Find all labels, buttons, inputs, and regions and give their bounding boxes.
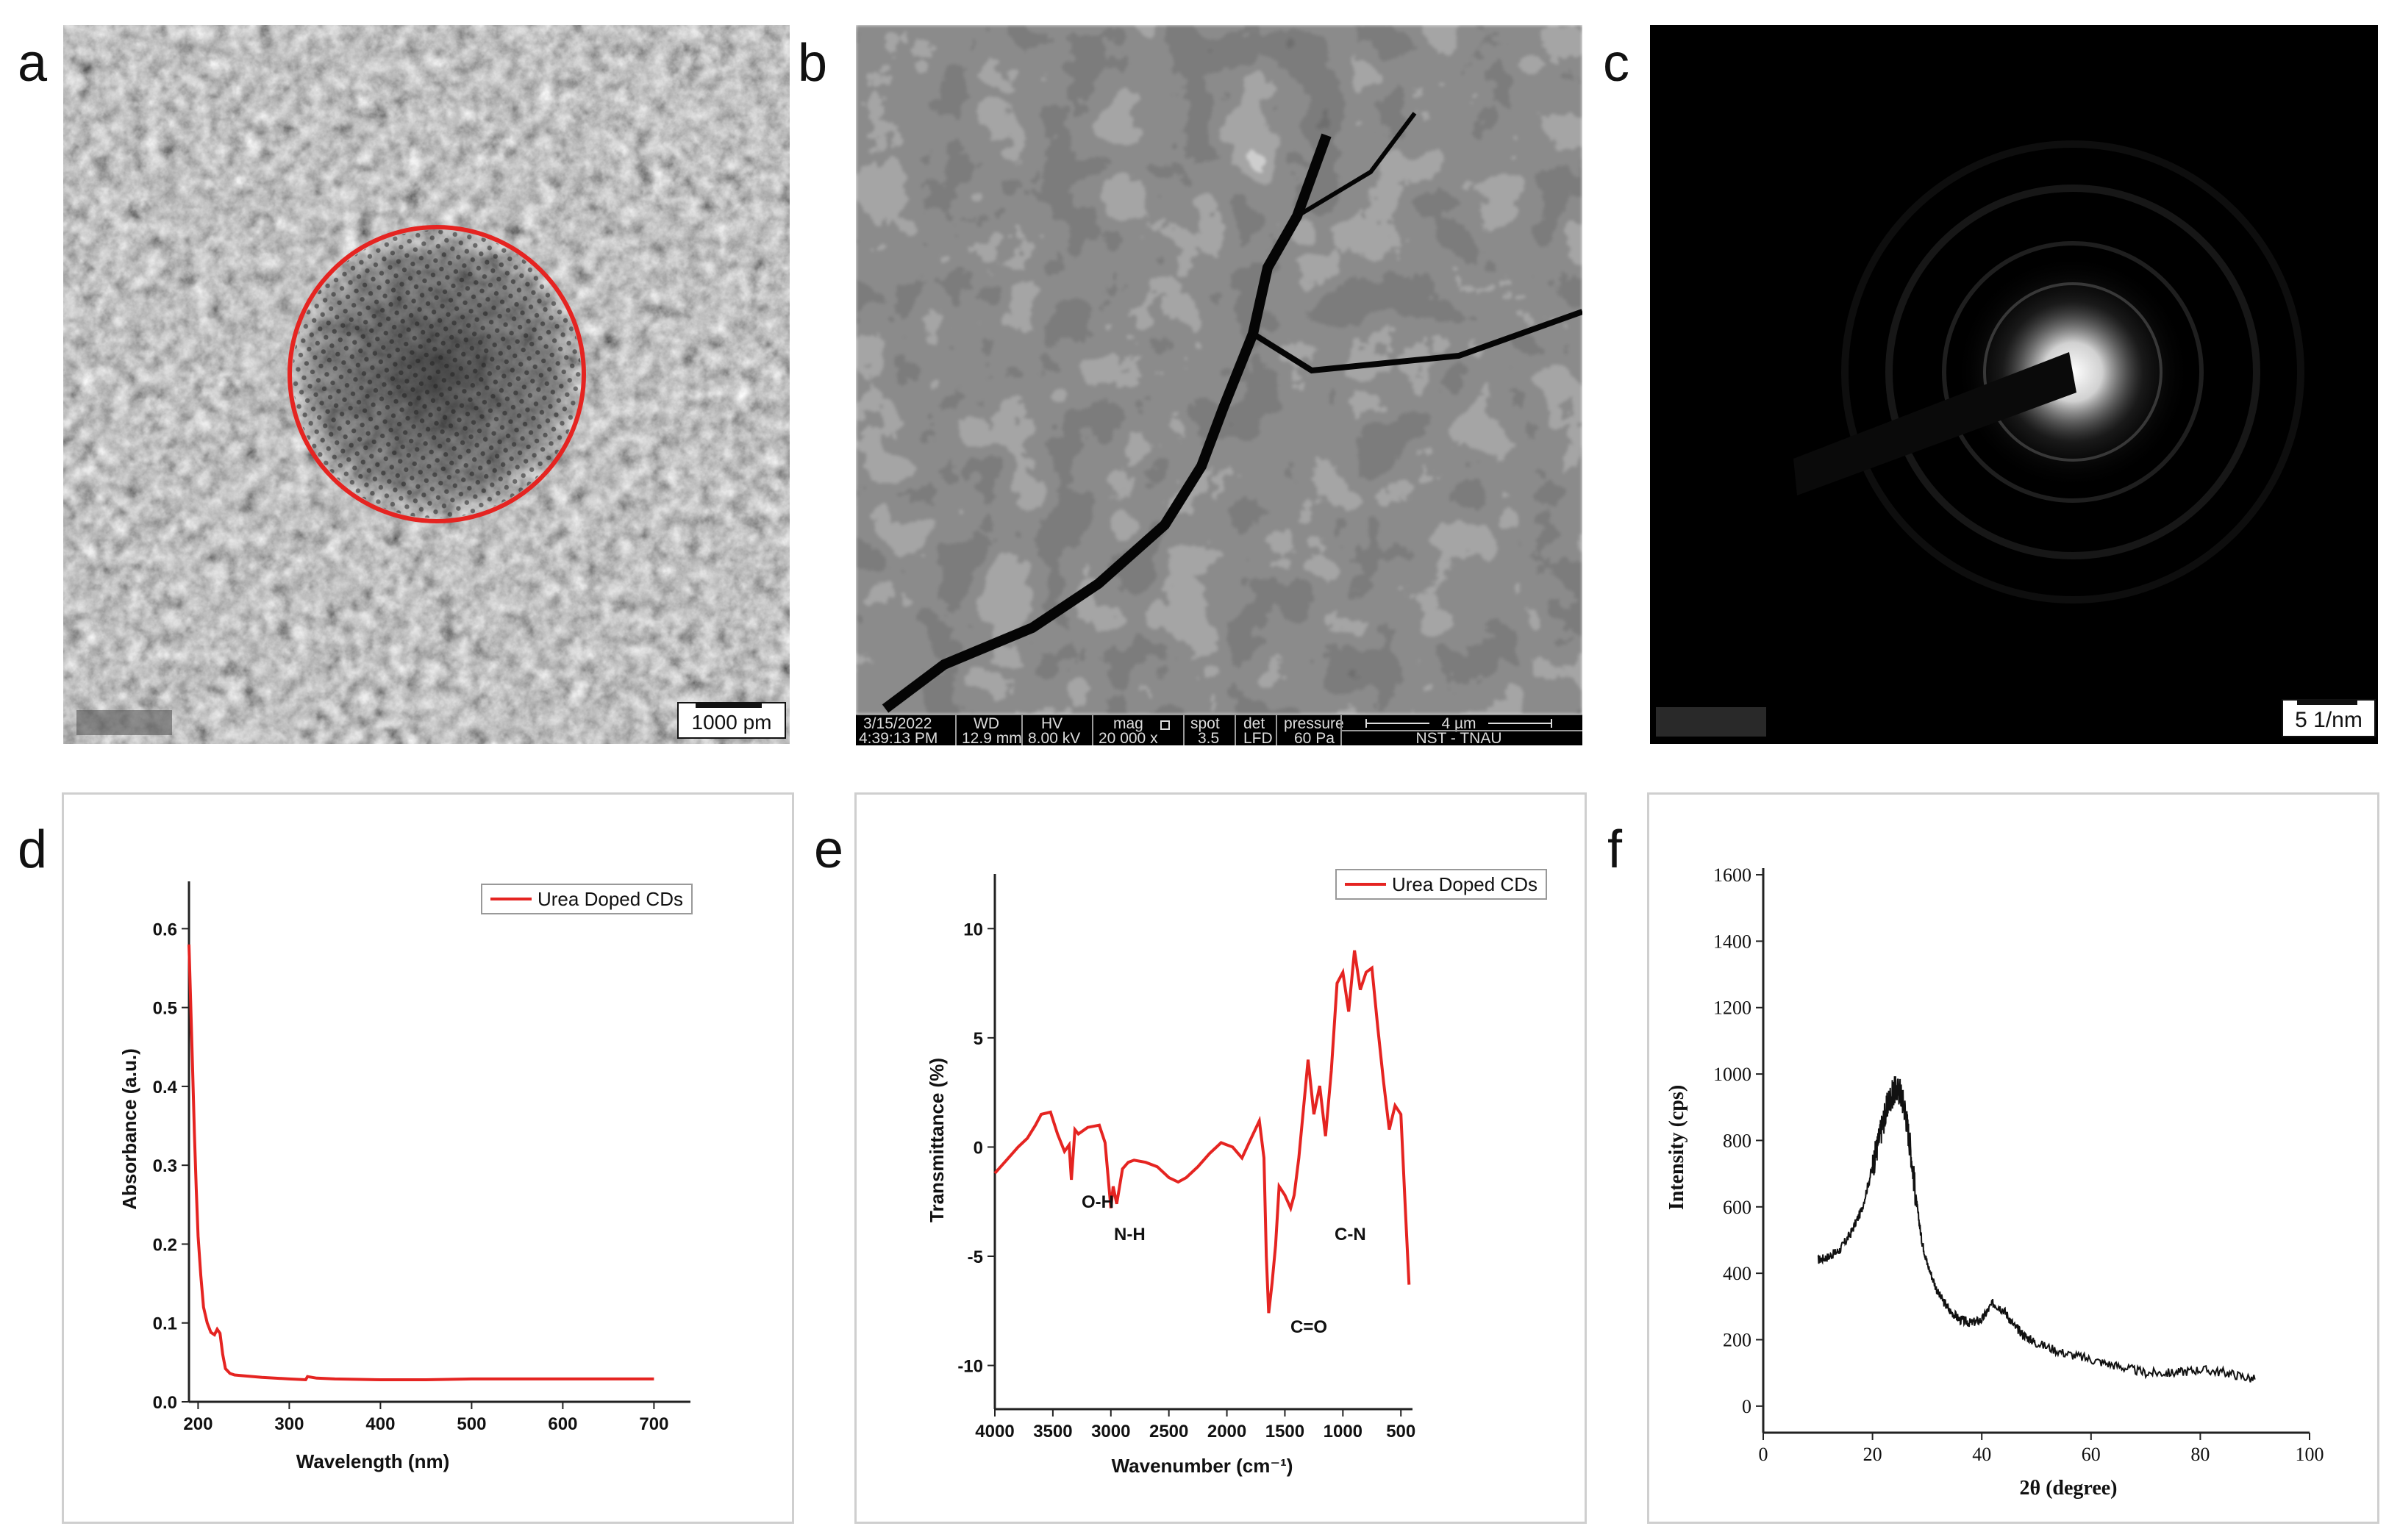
d-x-tick-label: 700: [639, 1414, 668, 1434]
sem-det-value: LFD: [1243, 730, 1273, 745]
xrd-y-axis-label: Intensity (cps): [1665, 1085, 1688, 1210]
d-y-tick-label: 0.3: [153, 1156, 177, 1176]
uv-vis-chart: 200 300 400 500 600 700 0.0 0.1 0.2 0.3 0.4 0.5 0.6 …: [62, 792, 794, 1524]
saed-pattern: 5 1/nm: [1650, 25, 2378, 744]
ftir-annotation-oh: O-H: [1082, 1192, 1114, 1212]
nanoparticle-circle: [288, 225, 586, 523]
e-x-tick-label: 2000: [1207, 1422, 1246, 1441]
panel-label-b: b: [798, 34, 828, 93]
d-x-tick-label: 200: [183, 1414, 213, 1434]
sem-spot-label: spot: [1190, 715, 1220, 732]
sem-time: 4:39:13 PM: [859, 730, 938, 745]
sem-pressure-value: 60 Pa: [1294, 730, 1335, 745]
uv-series-line: [188, 944, 654, 1382]
sem-wd-label: WD: [974, 715, 999, 732]
e-x-tick-label: 500: [1386, 1422, 1415, 1441]
xrd-chart: 0 20 40 60 80 100 0 200 400 600 800 1000 1200 1400 160…: [1647, 792, 2379, 1524]
sem-date: 3/15/2022: [863, 715, 932, 732]
sem-micrograph: 3/15/2022 4:39:13 PM WD 12.9 mm HV 8.00 …: [856, 25, 1582, 745]
sem-mag-value: 20 000 x: [1099, 730, 1158, 745]
panel-label-d: d: [18, 820, 48, 879]
ftir-legend-label: Urea Doped CDs: [1392, 873, 1538, 895]
panel-label-a: a: [18, 34, 48, 93]
ftir-annotation-cn: C-N: [1335, 1225, 1366, 1244]
sem-mag-label: mag: [1113, 715, 1143, 732]
uv-y-axis-label: Absorbance (a.u.): [118, 1048, 140, 1210]
xrd-chart-svg: 0 20 40 60 80 1000200400600800100012001400160…: [1665, 864, 2324, 1500]
d-y-tick-label: 0.4: [153, 1078, 178, 1097]
f-x-tick-label: 80: [2190, 1444, 2210, 1465]
uv-x-axis-label: Wavelength (nm): [296, 1450, 449, 1472]
d-y-tick-label: 0.1: [153, 1314, 177, 1334]
ftir-chart-svg: 4000 3500 3000 2500 2000 1500 1000 500 -10 -5 0 5 10…: [926, 869, 1547, 1477]
f-x-tick-label: 0: [1759, 1444, 1768, 1465]
f-x-tick-label: 20: [1863, 1444, 1882, 1465]
d-y-tick-label: 0.5: [153, 999, 177, 1019]
ftir-annotation-nh: N-H: [1114, 1225, 1146, 1244]
sem-spot-value: 3.5: [1198, 730, 1219, 745]
ftir-annotation-co: C=O: [1290, 1317, 1327, 1337]
sem-lab-name: NST - TNAU: [1415, 730, 1501, 745]
xrd-series-line: [1817, 1076, 2256, 1383]
f-y-tick-label: 800: [1723, 1130, 1751, 1151]
d-x-tick-label: 400: [365, 1414, 395, 1434]
f-y-tick-label: 1000: [1713, 1064, 1751, 1085]
sem-mag-square-icon: [1160, 720, 1170, 730]
tem-scale-bar-label: 1000 pm: [692, 711, 772, 734]
uv-legend-label: Urea Doped CDs: [538, 888, 683, 910]
panel-label-e: e: [814, 820, 844, 879]
ftir-chart: 4000 3500 3000 2500 2000 1500 1000 500 -10 -5 0 5 10…: [854, 792, 1587, 1524]
f-y-tick-label: 1400: [1713, 931, 1751, 952]
d-x-tick-label: 500: [457, 1414, 486, 1434]
f-x-tick-label: 40: [1972, 1444, 1991, 1465]
panel-label-c: c: [1603, 34, 1629, 93]
ftir-y-axis-label: Transmittance (%): [926, 1058, 948, 1222]
f-y-tick-label: 600: [1723, 1197, 1751, 1218]
e-y-tick-label: -10: [957, 1357, 983, 1377]
d-x-tick-label: 600: [548, 1414, 577, 1434]
xrd-x-axis-label: 2θ (degree): [2019, 1477, 2117, 1500]
e-y-tick-label: -5: [968, 1247, 983, 1267]
sem-det-label: det: [1243, 715, 1265, 732]
saed-image: 5 1/nm: [1650, 25, 2378, 744]
saed-scale-bar-label: 5 1/nm: [2295, 708, 2362, 732]
sem-scale-label: 4 µm: [1441, 715, 1476, 732]
f-x-tick-label: 60: [2082, 1444, 2101, 1465]
e-x-tick-label: 3500: [1033, 1422, 1072, 1441]
d-x-tick-label: 300: [274, 1414, 304, 1434]
e-x-tick-label: 3000: [1091, 1422, 1130, 1441]
f-y-tick-label: 0: [1742, 1396, 1751, 1417]
tem-image: 1000 pm: [63, 25, 790, 744]
f-y-tick-label: 200: [1723, 1330, 1751, 1351]
panel-label-f: f: [1607, 820, 1623, 879]
e-y-tick-label: 0: [974, 1138, 983, 1158]
tem-micrograph: 1000 pm: [63, 25, 790, 744]
ftir-x-axis-label: Wavenumber (cm⁻¹): [1112, 1455, 1293, 1477]
e-x-tick-label: 1500: [1265, 1422, 1304, 1441]
sem-wd-value: 12.9 mm: [962, 730, 1022, 745]
ftir-series-line: [993, 950, 1411, 1314]
e-y-tick-label: 5: [974, 1029, 983, 1049]
f-y-tick-label: 1200: [1713, 998, 1751, 1019]
f-y-tick-label: 1600: [1713, 864, 1751, 886]
sem-hv-label: HV: [1041, 715, 1062, 732]
e-x-tick-label: 2500: [1149, 1422, 1188, 1441]
e-x-tick-label: 4000: [975, 1422, 1014, 1441]
e-x-tick-label: 1000: [1324, 1422, 1362, 1441]
e-y-tick-label: 10: [963, 920, 983, 939]
f-x-tick-label: 100: [2296, 1444, 2324, 1465]
sem-hv-value: 8.00 kV: [1028, 730, 1080, 745]
f-y-tick-label: 400: [1723, 1263, 1751, 1284]
d-y-tick-label: 0.0: [153, 1393, 177, 1413]
sem-pressure-label: pressure: [1284, 715, 1344, 732]
d-y-tick-label: 0.2: [153, 1235, 177, 1255]
d-y-tick-label: 0.6: [153, 920, 177, 939]
sem-image: 3/15/2022 4:39:13 PM WD 12.9 mm HV 8.00 …: [856, 25, 1582, 745]
uv-vis-chart-svg: 200 300 400 500 600 7000.00.10.20.30.40.50.6 …: [118, 881, 693, 1472]
